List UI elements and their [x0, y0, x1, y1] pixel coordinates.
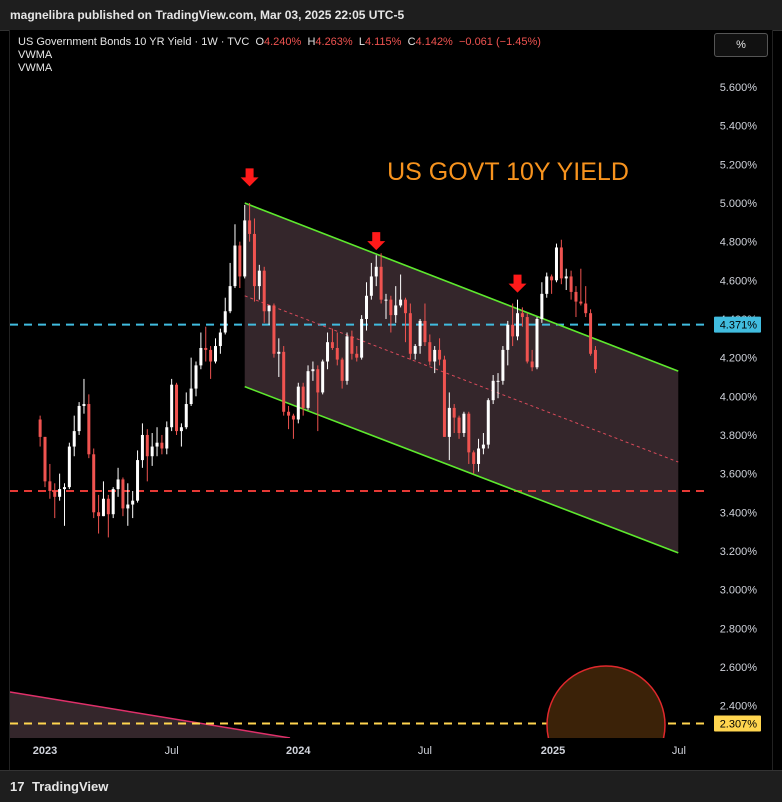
legend-low-label: L — [358, 36, 365, 48]
legend-symbol[interactable]: US Government Bonds 10 YR Yield · 1W · T… — [18, 36, 250, 48]
publisher-text: magnelibra published on TradingView.com,… — [10, 8, 405, 22]
legend-high-label: H — [307, 36, 316, 48]
legend-low-value: 4.115% — [364, 36, 402, 48]
tradingview-logo-icon: 17 — [10, 779, 25, 794]
indicator-vwma-2[interactable]: VWMA — [18, 62, 53, 74]
indicator-vwma-1[interactable]: VWMA — [18, 49, 53, 61]
legend-close-label: C — [407, 36, 416, 48]
bottom-bar: 17 TradingView — [0, 770, 782, 802]
legend-open-label: O — [255, 36, 264, 48]
legend-high-value: 4.263% — [315, 36, 353, 48]
top-bar: magnelibra published on TradingView.com,… — [0, 0, 782, 31]
legend: US Government Bonds 10 YR Yield · 1W · T… — [18, 36, 541, 75]
legend-change: −0.061 (−1.45%) — [458, 36, 541, 48]
legend-open-value: 4.240% — [264, 36, 302, 48]
legend-close-value: 4.142% — [415, 36, 453, 48]
tradingview-brand: TradingView — [32, 779, 109, 794]
tradingview-logo[interactable]: 17 TradingView — [10, 779, 108, 794]
chart-frame[interactable] — [9, 30, 773, 770]
percent-scale-button[interactable]: % — [714, 33, 768, 57]
